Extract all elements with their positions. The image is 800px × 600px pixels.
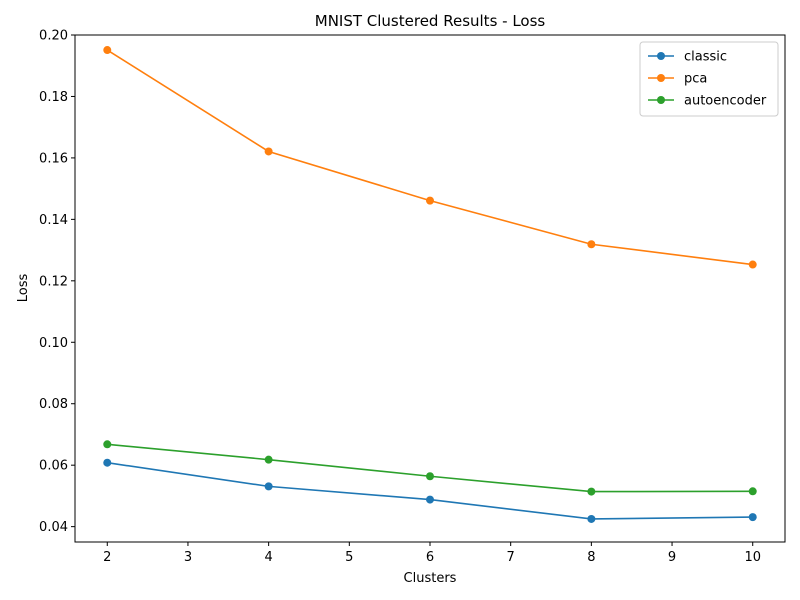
series-line-autoencoder bbox=[107, 443, 753, 493]
y-tick-label: 0.04 bbox=[39, 520, 68, 535]
x-tick-label: 7 bbox=[507, 550, 515, 565]
y-tick-label: 0.20 bbox=[39, 29, 68, 44]
series-autoencoder bbox=[103, 440, 757, 496]
legend: classic pca autoencoder bbox=[639, 41, 779, 117]
data-point-autoencoder bbox=[264, 455, 273, 464]
x-tick-label: 10 bbox=[744, 550, 761, 565]
y-tick-label: 0.16 bbox=[39, 151, 68, 166]
x-tick-label: 2 bbox=[103, 550, 111, 565]
y-tick-label: 0.18 bbox=[39, 90, 68, 105]
y-tick-label: 0.12 bbox=[39, 274, 68, 289]
legend-marker bbox=[657, 74, 665, 82]
data-point-classic bbox=[587, 514, 596, 523]
x-tick-label: 4 bbox=[264, 550, 272, 565]
legend-item-classic: classic bbox=[648, 50, 727, 65]
data-point-pca bbox=[748, 260, 757, 269]
data-point-classic bbox=[103, 458, 112, 467]
data-point-classic bbox=[426, 495, 434, 504]
data-point-pca bbox=[587, 240, 596, 249]
y-axis-label: Loss bbox=[16, 274, 31, 303]
series-pca bbox=[103, 46, 757, 269]
x-axis: 2 3 4 5 6 7 8 9 10 bbox=[103, 542, 761, 565]
y-tick-label: 0.10 bbox=[39, 336, 68, 351]
data-point-autoencoder bbox=[426, 472, 434, 481]
series-layer bbox=[103, 46, 757, 523]
data-point-autoencoder bbox=[587, 487, 596, 496]
legend-marker bbox=[657, 52, 665, 60]
x-axis-label: Clusters bbox=[404, 571, 457, 586]
x-tick-label: 8 bbox=[587, 550, 595, 565]
x-tick-label: 3 bbox=[184, 550, 192, 565]
chart-title: MNIST Clustered Results - Loss bbox=[315, 12, 546, 30]
data-point-classic bbox=[264, 482, 273, 491]
series-classic bbox=[103, 458, 757, 523]
data-point-pca bbox=[264, 147, 273, 156]
data-point-classic bbox=[748, 513, 757, 522]
legend-marker bbox=[657, 96, 665, 104]
y-tick-label: 0.08 bbox=[39, 397, 68, 412]
y-tick-label: 0.06 bbox=[39, 459, 68, 474]
data-point-autoencoder bbox=[748, 487, 757, 496]
x-tick-label: 6 bbox=[426, 550, 434, 565]
x-tick-label: 5 bbox=[345, 550, 353, 565]
y-tick-label: 0.14 bbox=[39, 213, 68, 228]
legend-box bbox=[639, 41, 779, 117]
legend-label: autoencoder bbox=[684, 94, 767, 109]
legend-label: pca bbox=[684, 72, 707, 87]
legend-item-pca: pca bbox=[648, 72, 707, 87]
y-axis: 0.04 0.06 0.08 0.10 0.12 0.14 0.16 0.18 0.20 bbox=[39, 29, 75, 535]
data-point-pca bbox=[426, 196, 434, 205]
data-point-pca bbox=[103, 46, 112, 55]
x-tick-label: 9 bbox=[668, 550, 676, 565]
data-point-autoencoder bbox=[103, 440, 112, 449]
legend-label: classic bbox=[684, 50, 727, 65]
legend-item-autoencoder: autoencoder bbox=[648, 94, 767, 109]
